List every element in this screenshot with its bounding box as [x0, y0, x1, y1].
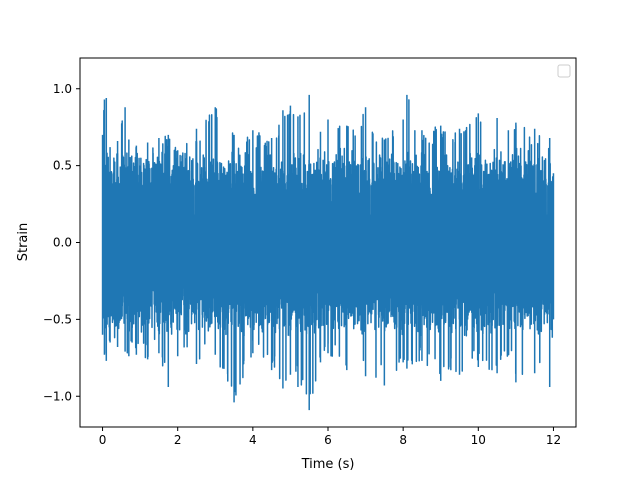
y-axis: −1.0 −0.5 0.0 0.5 1.0	[43, 82, 80, 403]
x-tick-label: 2	[174, 433, 182, 447]
x-tick-label: 6	[324, 433, 332, 447]
x-axis: 0 2 4 6 8 10 12	[99, 427, 561, 447]
y-tick-label: −1.0	[43, 389, 72, 403]
x-tick-label: 4	[249, 433, 257, 447]
y-tick-label: −0.5	[43, 312, 72, 326]
y-tick-label: 0.5	[53, 159, 72, 173]
series-layer	[101, 94, 555, 411]
x-tick-label: 12	[546, 433, 561, 447]
y-tick-label: 0.0	[53, 236, 72, 250]
strain-series-line	[101, 94, 555, 411]
x-axis-label: Time (s)	[301, 457, 355, 472]
y-axis-label: Strain	[16, 223, 31, 262]
x-tick-label: 8	[399, 433, 407, 447]
x-tick-label: 0	[99, 433, 107, 447]
x-tick-label: 10	[471, 433, 486, 447]
legend-box	[557, 64, 571, 78]
y-tick-label: 1.0	[53, 82, 72, 96]
